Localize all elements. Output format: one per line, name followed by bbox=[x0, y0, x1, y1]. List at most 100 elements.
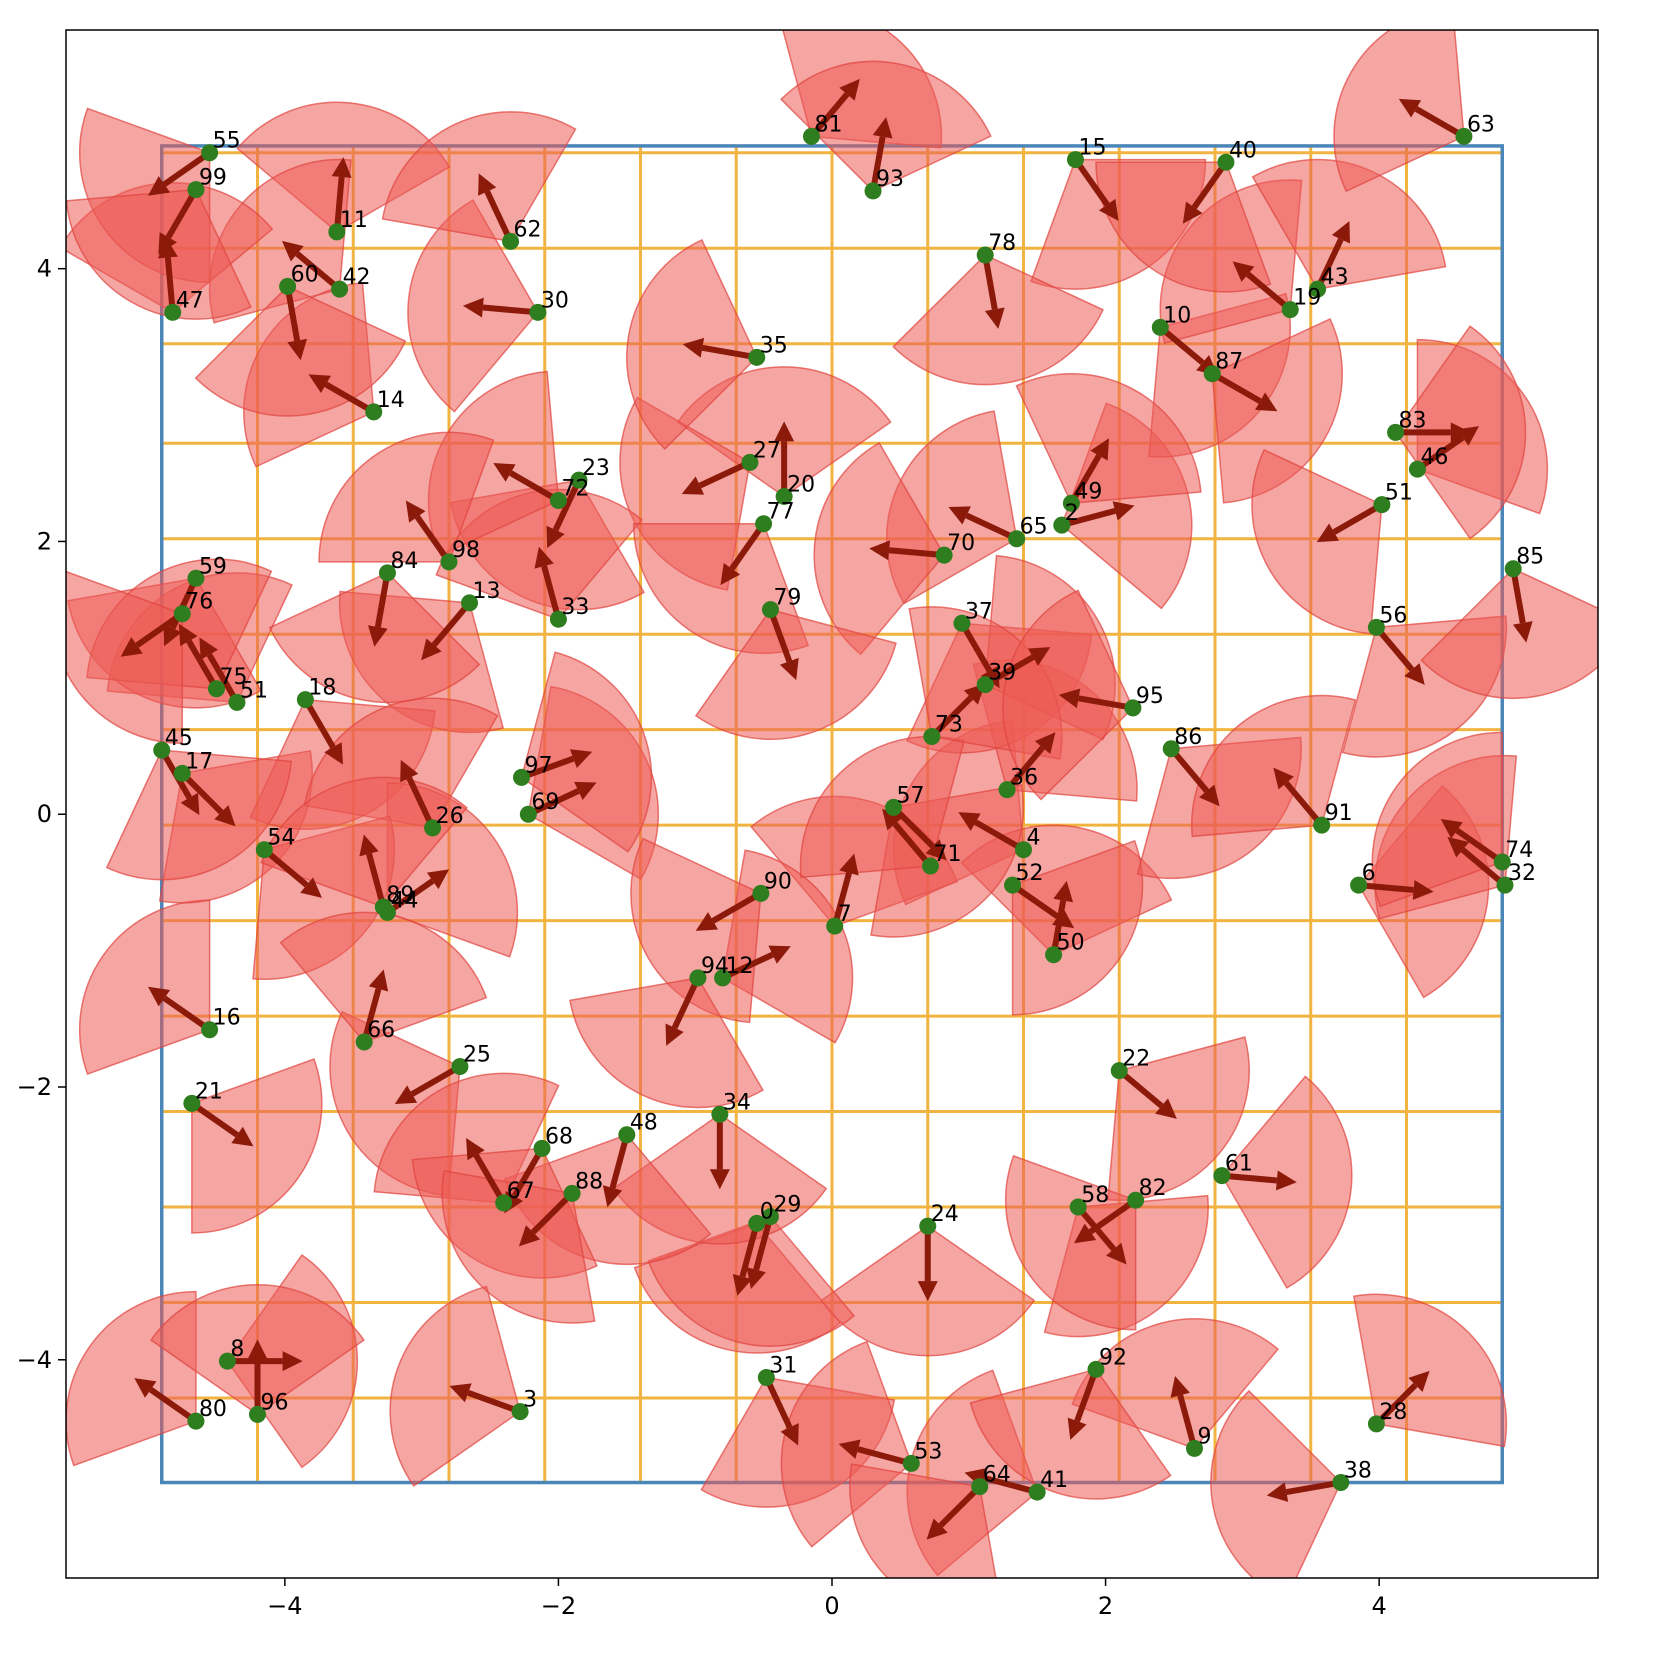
heading-arrow-86 bbox=[1168, 746, 1210, 793]
point-label-layer: 0234678910111213141516171819202122232425… bbox=[165, 112, 1544, 1493]
point-label-22: 22 bbox=[1122, 1047, 1150, 1072]
heading-arrowhead-34 bbox=[709, 1169, 730, 1190]
point-62 bbox=[502, 232, 520, 250]
heading-arrowhead-43 bbox=[1331, 221, 1350, 244]
point-17 bbox=[173, 764, 191, 782]
heading-arrow-56 bbox=[1374, 625, 1415, 672]
point-label-66: 66 bbox=[367, 1018, 395, 1043]
point-92 bbox=[1087, 1360, 1105, 1378]
heading-arrowhead-83 bbox=[1450, 422, 1471, 443]
heading-arrowhead-76 bbox=[120, 637, 143, 657]
point-label-15: 15 bbox=[1078, 136, 1106, 161]
heading-arrowhead-50 bbox=[1053, 880, 1074, 903]
point-label-34: 34 bbox=[723, 1090, 751, 1115]
point-label-39: 39 bbox=[988, 661, 1016, 686]
heading-arrowhead-80 bbox=[134, 1378, 157, 1398]
heading-arrowhead-8 bbox=[282, 1351, 303, 1372]
point-label-82: 82 bbox=[1139, 1176, 1167, 1201]
heading-arrow-31 bbox=[763, 1376, 793, 1429]
point-32 bbox=[1496, 876, 1514, 894]
fov-wedge-64 bbox=[849, 1463, 997, 1578]
heading-arrow-12 bbox=[721, 951, 774, 981]
heading-arrow-19 bbox=[1245, 271, 1293, 312]
point-label-16: 16 bbox=[213, 1006, 241, 1031]
point-label-38: 38 bbox=[1344, 1459, 1372, 1484]
point-label-55: 55 bbox=[213, 129, 241, 154]
point-label-8: 8 bbox=[230, 1337, 244, 1362]
point-label-99: 99 bbox=[199, 166, 227, 191]
point-label-44: 44 bbox=[390, 888, 418, 913]
heading-arrow-87 bbox=[1210, 371, 1262, 404]
point-label-4: 4 bbox=[1027, 826, 1041, 851]
point-label-59: 59 bbox=[199, 554, 227, 579]
heading-arrowhead-84 bbox=[368, 625, 388, 647]
fov-wedge-49 bbox=[1015, 372, 1202, 505]
point-label-51: 51 bbox=[1385, 481, 1413, 506]
heading-arrowhead-79 bbox=[779, 657, 799, 681]
heading-arrow-42 bbox=[295, 251, 342, 292]
point-label-86: 86 bbox=[1174, 725, 1202, 750]
heading-arrowhead-88 bbox=[518, 1225, 541, 1247]
heading-arrowhead-23 bbox=[546, 525, 565, 549]
point-label-48: 48 bbox=[630, 1111, 658, 1136]
heading-arrow-91 bbox=[1283, 781, 1324, 828]
heading-arrowhead-61 bbox=[1275, 1170, 1297, 1191]
point-25 bbox=[451, 1058, 469, 1076]
heading-arrow-28 bbox=[1374, 1382, 1418, 1427]
heading-arrow-53 bbox=[857, 1446, 913, 1467]
point-label-42: 42 bbox=[343, 265, 371, 290]
heading-arrow-48 bbox=[609, 1133, 630, 1189]
point-73 bbox=[923, 727, 941, 745]
point-83 bbox=[1387, 423, 1405, 441]
y-axis-ticks: −4 −2 0 2 4 bbox=[17, 255, 66, 1374]
point-label-63: 63 bbox=[1467, 112, 1495, 137]
heading-arrow-15 bbox=[1073, 157, 1110, 207]
heading-arrow-69 bbox=[527, 788, 580, 817]
heading-arrow-70 bbox=[888, 547, 945, 559]
point-label-18: 18 bbox=[308, 676, 336, 701]
point-8 bbox=[218, 1352, 236, 1370]
point-label-12: 12 bbox=[726, 954, 754, 979]
point-label-56: 56 bbox=[1379, 603, 1407, 628]
point-97 bbox=[512, 768, 530, 786]
point-22 bbox=[1110, 1062, 1128, 1080]
heading-arrow-14 bbox=[324, 381, 376, 415]
heading-arrow-80 bbox=[148, 1387, 198, 1424]
heading-arrow-85 bbox=[1510, 568, 1526, 624]
heading-arrow-73 bbox=[929, 695, 974, 739]
point-60 bbox=[279, 277, 297, 295]
heading-arrow-54 bbox=[262, 847, 309, 888]
heading-arrow-98 bbox=[414, 515, 452, 564]
heading-arrowhead-64 bbox=[926, 1518, 948, 1540]
point-66 bbox=[355, 1033, 373, 1051]
point-38 bbox=[1332, 1474, 1350, 1492]
point-label-70: 70 bbox=[947, 531, 975, 556]
point-12 bbox=[714, 969, 732, 987]
heading-arrow-67 bbox=[473, 1153, 507, 1205]
heading-arrow-7 bbox=[831, 872, 852, 927]
heading-arrowhead-98 bbox=[405, 500, 426, 523]
fov-wedge-21 bbox=[191, 1058, 323, 1234]
point-label-9: 9 bbox=[1197, 1424, 1211, 1449]
heading-arrow-26 bbox=[406, 776, 436, 830]
point-3 bbox=[511, 1403, 529, 1421]
point-label-61: 61 bbox=[1225, 1152, 1253, 1177]
point-30 bbox=[529, 303, 547, 321]
point-label-64: 64 bbox=[983, 1463, 1011, 1488]
point-label-96: 96 bbox=[261, 1390, 289, 1415]
heading-arrowhead-87 bbox=[1255, 392, 1278, 412]
heading-arrow-2 bbox=[1061, 507, 1116, 528]
point-29 bbox=[761, 1208, 779, 1226]
heading-arrow-74 bbox=[1455, 827, 1504, 865]
point-label-67: 67 bbox=[507, 1179, 535, 1204]
heading-arrow-3 bbox=[467, 1389, 522, 1415]
point-10 bbox=[1151, 318, 1169, 336]
heading-arrowhead-53 bbox=[838, 1439, 861, 1459]
heading-arrow-25 bbox=[410, 1063, 462, 1097]
point-28 bbox=[1367, 1415, 1385, 1433]
point-27 bbox=[741, 453, 759, 471]
point-label-73: 73 bbox=[935, 712, 963, 737]
fov-wedge-98 bbox=[318, 431, 495, 563]
point-label-27: 27 bbox=[753, 438, 781, 463]
